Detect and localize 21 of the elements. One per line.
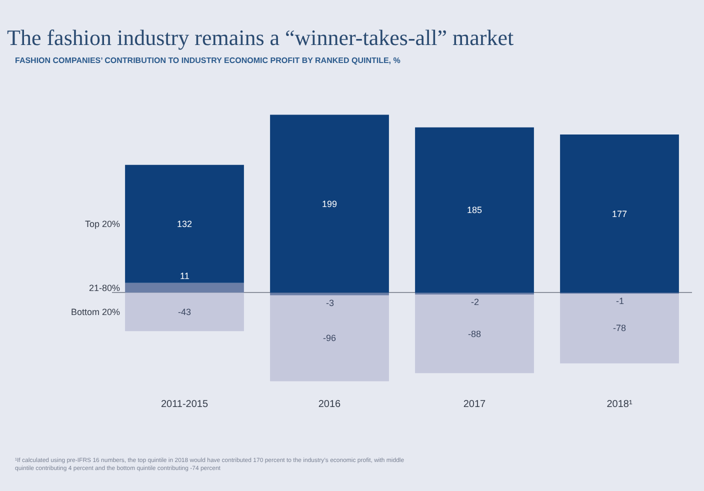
data-label: 199 — [322, 199, 338, 209]
chart-subtitle: FASHION COMPANIES’ CONTRIBUTION TO INDUSTRY ECONOMIC PROFIT BY RANKED QUINTILE, % — [15, 56, 400, 65]
x-tick-label: 2017 — [463, 399, 486, 410]
series-label: 21-80% — [89, 283, 120, 293]
data-label: -1 — [616, 296, 624, 306]
data-label: -96 — [323, 333, 336, 343]
series-label: Top 20% — [85, 219, 120, 229]
data-label: -88 — [468, 329, 482, 339]
x-tick-label: 2018¹ — [606, 399, 633, 410]
data-label: -78 — [613, 323, 626, 333]
data-label: -2 — [471, 297, 480, 307]
data-label: -3 — [326, 298, 334, 308]
data-label: 185 — [467, 205, 482, 215]
data-label: 11 — [180, 271, 190, 281]
series-label: Bottom 20% — [71, 307, 120, 317]
data-label: 177 — [612, 209, 628, 219]
x-tick-label: 2016 — [318, 399, 342, 410]
data-label: -43 — [178, 307, 192, 317]
chart-title: The fashion industry remains a “winner-takes-all” market — [7, 24, 514, 50]
x-tick-label: 2011-2015 — [160, 399, 208, 410]
data-label: 132 — [177, 219, 192, 229]
